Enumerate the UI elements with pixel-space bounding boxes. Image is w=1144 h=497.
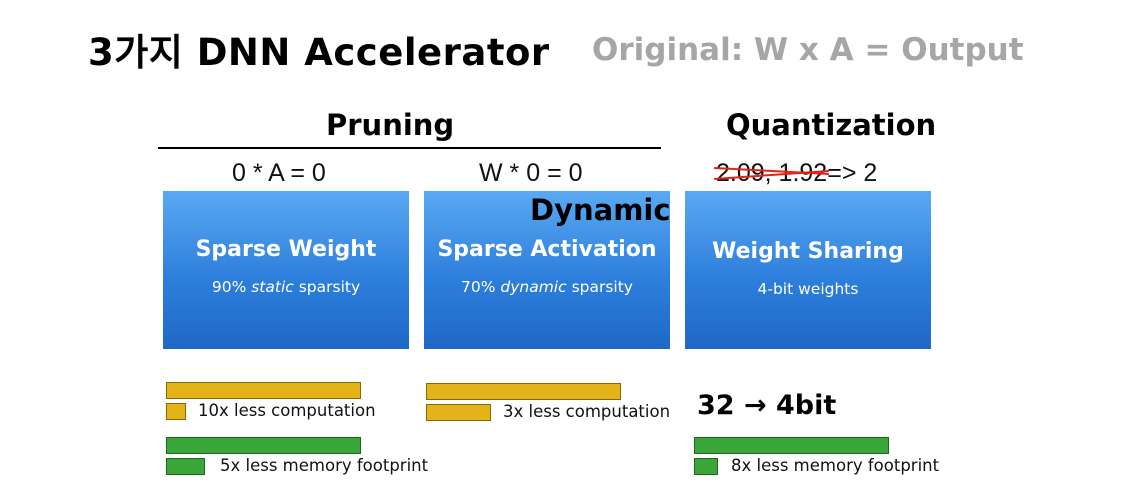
baseline-computation-bar [426, 383, 621, 400]
page-subtitle: Original: W x A = Output [592, 32, 1024, 68]
baseline-computation-bar [166, 382, 361, 399]
quantization-heading: Quantization [726, 108, 937, 142]
sparse-weight-computation-label: 10x less computation [198, 401, 376, 420]
page-title: 3가지 DNN Accelerator [88, 31, 550, 74]
box-subtitle: 70% dynamic sparsity [424, 278, 670, 296]
box-title: Sparse Activation [437, 237, 657, 262]
sparse-activation-computation-bar [426, 404, 491, 421]
box-title: Sparse Weight [195, 237, 377, 262]
pruning-heading: Pruning [326, 108, 455, 142]
dynamic-label: Dynamic [530, 193, 671, 227]
sparse-activation-box: Sparse Activation 70% dynamic sparsity [424, 191, 670, 349]
activation-zero-equation: W * 0 = 0 [479, 159, 583, 187]
weight-sharing-box: Weight Sharing 4-bit weights [685, 191, 931, 349]
pruning-divider [158, 147, 661, 149]
box-subtitle-emphasis: static [251, 278, 294, 296]
box-subtitle: 4-bit weights [685, 280, 931, 298]
box-subtitle-suffix: sparsity [566, 278, 633, 296]
weight-zero-equation: 0 * A = 0 [232, 159, 326, 187]
baseline-memory-bar [166, 437, 361, 454]
sparse-weight-memory-bar [166, 458, 205, 475]
quantization-equation: 2.09, 1.92 => 2 [714, 159, 878, 188]
quant-result: => 2 [827, 159, 878, 187]
weight-sharing-memory-label: 8x less memory footprint [731, 456, 940, 475]
box-subtitle: 90% static sparsity [163, 278, 409, 296]
sparse-activation-computation-label: 3x less computation [503, 402, 671, 421]
struck-values: 2.09, 1.92 [714, 159, 830, 188]
sparse-weight-memory-label: 5x less memory footprint [220, 456, 429, 475]
bitwidth-reduction-label: 32 → 4bit [697, 390, 837, 421]
baseline-memory-bar [694, 437, 889, 454]
box-subtitle-prefix: 70% [460, 278, 501, 296]
box-title: Weight Sharing [712, 239, 904, 264]
weight-sharing-memory-bar [694, 458, 718, 475]
box-subtitle-prefix: 90% [211, 278, 252, 296]
sparse-weight-box: Sparse Weight 90% static sparsity [163, 191, 409, 349]
box-subtitle-suffix: sparsity [293, 278, 361, 296]
box-subtitle-emphasis: dynamic [500, 278, 567, 296]
sparse-weight-computation-bar [166, 403, 186, 420]
box-subtitle-prefix: 4-bit weights [757, 280, 859, 298]
